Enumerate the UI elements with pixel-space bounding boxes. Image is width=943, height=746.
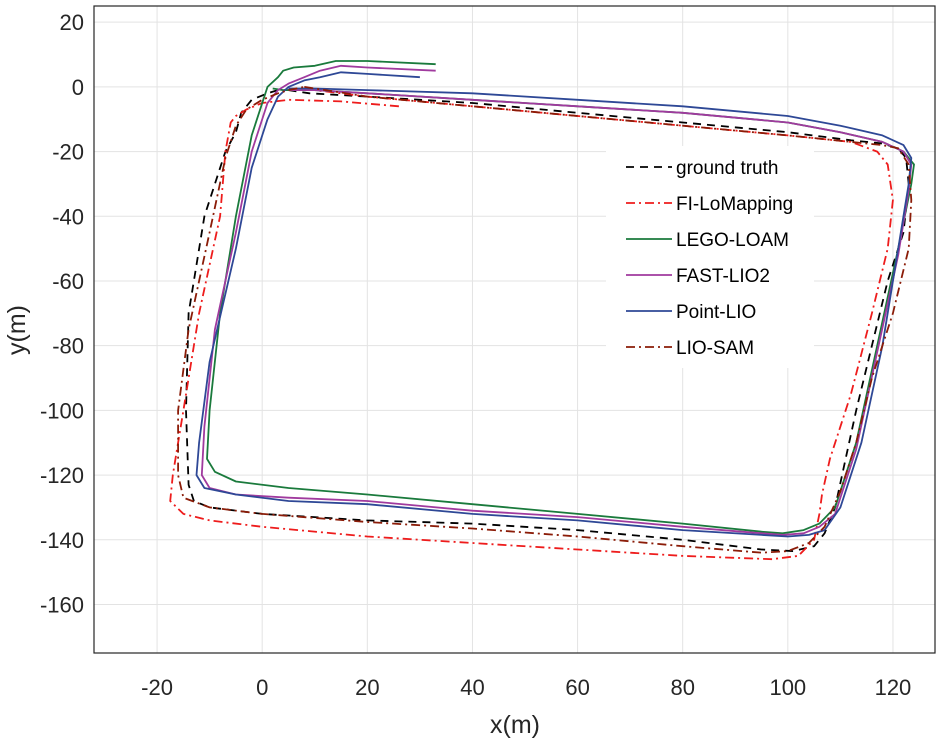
y-tick-label: -140 (40, 528, 84, 553)
series-line-fi-lomapping (169, 89, 894, 561)
legend: ground truth FI-LoMapping LEGO-LOAM FAST-LI… (606, 146, 814, 368)
x-tick-label: 60 (565, 675, 589, 700)
series-line-point-lio (195, 71, 913, 538)
y-tick-label: -80 (52, 334, 84, 359)
x-tick-labels: -20 0 20 40 60 80 100 120 (141, 675, 911, 700)
x-tick-label: -20 (141, 675, 173, 700)
x-axis-label: x(m) (490, 711, 540, 739)
legend-label-fi-lomapping: FI-LoMapping (676, 194, 793, 215)
plot-frame (93, 5, 936, 654)
series-line-lio-sam (177, 86, 913, 554)
y-tick-label: -120 (40, 463, 84, 488)
series-line-fast-lio2 (200, 64, 913, 536)
x-tick-label: 100 (769, 675, 806, 700)
y-tick-label: -40 (52, 204, 84, 229)
x-tick-label: 20 (355, 675, 379, 700)
y-tick-label: 0 (72, 75, 84, 100)
legend-label-ground-truth: ground truth (676, 158, 778, 179)
y-axis-label: y(m) (3, 305, 31, 355)
y-tick-label: -100 (40, 398, 84, 423)
x-tick-label: 120 (875, 675, 912, 700)
legend-box (606, 146, 814, 368)
y-tick-label: 20 (60, 10, 84, 35)
legend-label-lio-sam: LIO-SAM (676, 338, 754, 359)
y-tick-label: -20 (52, 140, 84, 165)
series-lines (169, 60, 915, 561)
series-line-ground-truth (185, 89, 910, 552)
x-tick-label: 80 (670, 675, 694, 700)
y-tick-label: -160 (40, 592, 84, 617)
y-tick-label: -60 (52, 269, 84, 294)
legend-label-fast-lio2: FAST-LIO2 (676, 266, 770, 287)
y-tick-labels: 20 0 -20 -40 -60 -80 -100 -120 -140 -160 (40, 10, 84, 617)
x-tick-label: 0 (256, 675, 268, 700)
legend-label-lego-loam: LEGO-LOAM (676, 230, 789, 251)
x-tick-label: 40 (460, 675, 484, 700)
legend-label-point-lio: Point-LIO (676, 302, 756, 323)
